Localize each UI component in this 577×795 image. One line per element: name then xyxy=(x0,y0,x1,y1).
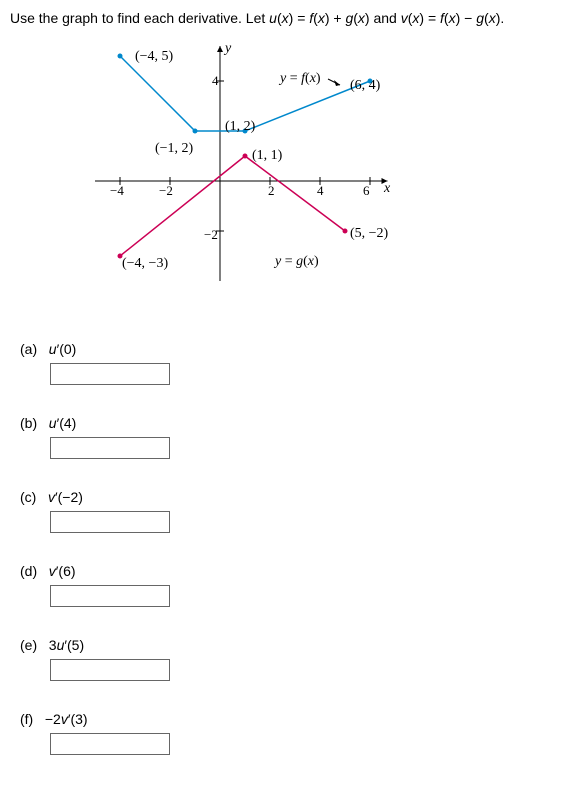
f-var: f xyxy=(309,10,313,26)
question-prompt: Use the graph to find each derivative. L… xyxy=(10,10,567,26)
tick-label: −4 xyxy=(110,183,124,199)
tick-label: −2 xyxy=(159,183,173,199)
point-label: (5, −2) xyxy=(350,226,388,242)
function-label: y = g(x) xyxy=(275,254,319,270)
part-label: (d) v′(6) xyxy=(20,563,567,579)
answer-input[interactable] xyxy=(50,585,170,607)
answer-input[interactable] xyxy=(50,659,170,681)
part-label: (c) v′(−2) xyxy=(20,489,567,505)
point-label: (1, 1) xyxy=(252,148,282,164)
u-var: u xyxy=(269,10,277,26)
problem-part: (c) v′(−2) xyxy=(20,489,567,555)
axis-label: x xyxy=(384,181,390,197)
problem-part: (d) v′(6) xyxy=(20,563,567,629)
prompt-text: Use the graph to find each derivative. L… xyxy=(10,10,269,26)
problem-part: (b) u′(4) xyxy=(20,415,567,481)
part-label: (e) 3u′(5) xyxy=(20,637,567,653)
problem-part: (a) u′(0) xyxy=(20,341,567,407)
v-var: v xyxy=(401,10,408,26)
problem-part: (e) 3u′(5) xyxy=(20,637,567,703)
answer-input[interactable] xyxy=(50,733,170,755)
answer-input[interactable] xyxy=(50,437,170,459)
part-label: (b) u′(4) xyxy=(20,415,567,431)
graph: (−4, 5) (6, 4) (1, 2) (−1, 2) (1, 1) (5, −2) (… xyxy=(70,41,410,321)
tick-label: 6 xyxy=(363,183,370,199)
tick-label: 2 xyxy=(268,183,275,199)
part-label: (f) −2v′(3) xyxy=(20,711,567,727)
point-label: (6, 4) xyxy=(350,78,380,94)
tick-label: −2 xyxy=(204,227,218,243)
point-label: (−1, 2) xyxy=(155,141,193,157)
axis-label: y xyxy=(225,41,231,57)
point-label: (1, 2) xyxy=(225,119,255,135)
answer-input[interactable] xyxy=(50,511,170,533)
function-label: y = f(x) xyxy=(280,71,321,87)
tick-label: 4 xyxy=(317,183,324,199)
x-var: x xyxy=(282,10,289,26)
answer-input[interactable] xyxy=(50,363,170,385)
problem-part: (f) −2v′(3) xyxy=(20,711,567,777)
point-label: (−4, 5) xyxy=(135,49,173,65)
point-label: (−4, −3) xyxy=(122,256,168,272)
tick-label: 4 xyxy=(212,73,219,89)
g-var: g xyxy=(345,10,353,26)
part-label: (a) u′(0) xyxy=(20,341,567,357)
